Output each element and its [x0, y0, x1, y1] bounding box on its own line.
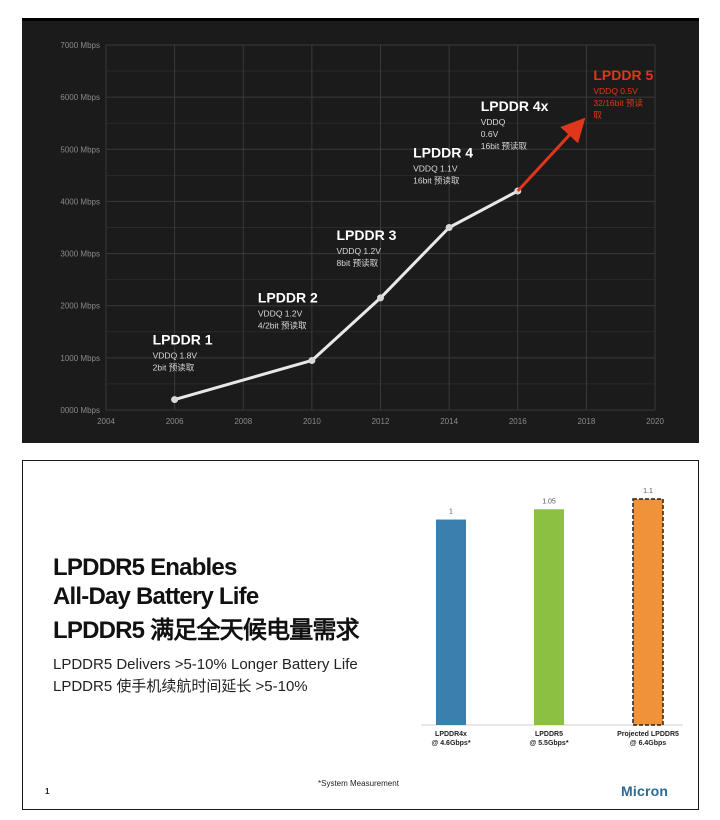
micron-logo: Micron — [621, 783, 669, 799]
x-tick-label: 2012 — [372, 417, 390, 426]
data-point — [171, 396, 179, 404]
y-tick-label: 2000 Mbps — [60, 302, 100, 311]
annotation-line: 2bit 预读取 — [153, 363, 195, 373]
bar — [436, 519, 466, 725]
page-number: 1 — [45, 787, 50, 796]
annotation-line: 32/16bit 预读 — [593, 98, 643, 108]
bar — [534, 509, 564, 725]
x-tick-label: 2020 — [646, 417, 664, 426]
headline-line-2: All-Day Battery Life — [53, 583, 259, 610]
annotation-line: 4/2bit 预读取 — [258, 320, 307, 330]
y-tick-label: 7000 Mbps — [60, 41, 100, 50]
bar-category-label: Projected LPDDR5 — [617, 731, 679, 738]
bar-value-label: 1.05 — [542, 498, 556, 505]
y-tick-label: 4000 Mbps — [60, 197, 100, 206]
annotation-line: VDDQ — [481, 117, 506, 127]
bar-category-label: LPDDR4x — [435, 731, 467, 738]
x-tick-label: 2018 — [577, 417, 595, 426]
bar-category-label: @ 4.6Gbps* — [431, 740, 470, 747]
x-tick-label: 2008 — [234, 417, 252, 426]
bar-value-label: 1.1 — [643, 488, 653, 495]
y-tick-label: 6000 Mbps — [60, 93, 100, 102]
annotation-title: LPDDR 2 — [258, 289, 318, 305]
subline-2: LPDDR5 使手机续航时间延长 >5-10% — [53, 678, 308, 695]
data-point — [377, 294, 384, 302]
subline-1: LPDDR5 Delivers >5-10% Longer Battery Li… — [53, 656, 358, 673]
annotation-line: 8bit 预读取 — [337, 258, 379, 268]
footnote: *System Measurement — [318, 779, 399, 788]
bar-category-label: @ 5.5Gbps* — [529, 740, 568, 747]
annotation-line: 0.6V — [481, 129, 499, 139]
annotation-title: LPDDR 4x — [481, 98, 549, 114]
annotation-line: VDDQ 1.8V — [153, 351, 198, 361]
bar-category-label: LPDDR5 — [535, 731, 563, 738]
annotation-line: 16bit 预读取 — [413, 176, 460, 186]
y-tick-label: 3000 Mbps — [60, 250, 100, 259]
annotation-title: LPDDR 3 — [337, 227, 397, 243]
bar-value-label: 1 — [449, 509, 453, 516]
bar-category-label: @ 6.4Gbps — [630, 740, 666, 747]
annotation-title: LPDDR 1 — [153, 332, 213, 348]
projected-arrow — [516, 117, 586, 193]
annotation-line: 16bit 预读取 — [481, 141, 528, 151]
battery-bar-chart: 1 LPDDR4x @ 4.6Gbps* 1.05 LPDDR5 @ 5.5Gbps* 1.… — [421, 488, 683, 747]
annotation-line: 取 — [593, 110, 602, 120]
y-tick-label: 1000 Mbps — [60, 354, 100, 363]
battery-life-slide: LPDDR5 Enables All-Day Battery Life LPDD… — [22, 460, 699, 810]
bar — [632, 498, 664, 726]
headline-line-1: LPDDR5 Enables — [53, 554, 237, 581]
x-tick-label: 2014 — [440, 417, 458, 426]
x-tick-label: 2004 — [97, 417, 115, 426]
annotation-line: VDDQ 1.2V — [258, 308, 303, 318]
speed-series-line — [174, 189, 519, 402]
y-tick-label: 0000 Mbps — [60, 406, 100, 415]
y-tick-label: 5000 Mbps — [60, 145, 100, 154]
x-tick-label: 2010 — [303, 417, 321, 426]
speed-evolution-chart-panel: 0000 Mbps 1000 Mbps 2000 Mbps 3000 Mbps 4000… — [22, 18, 699, 443]
annotation-line: VDDQ 1.1V — [413, 164, 458, 174]
annotation-line: VDDQ 0.5V — [593, 86, 638, 96]
annotation-title: LPDDR 4 — [413, 145, 473, 161]
annotation-title: LPDDR 5 — [593, 67, 653, 83]
speed-line-chart: 0000 Mbps 1000 Mbps 2000 Mbps 3000 Mbps 4000… — [60, 41, 664, 426]
data-point — [308, 356, 316, 364]
headline-line-3: LPDDR5 满足全天候电量需求 — [53, 617, 360, 644]
x-tick-label: 2016 — [509, 417, 527, 426]
x-tick-label: 2006 — [166, 417, 184, 426]
data-point — [445, 224, 453, 231]
annotation-line: VDDQ 1.2V — [337, 246, 382, 256]
